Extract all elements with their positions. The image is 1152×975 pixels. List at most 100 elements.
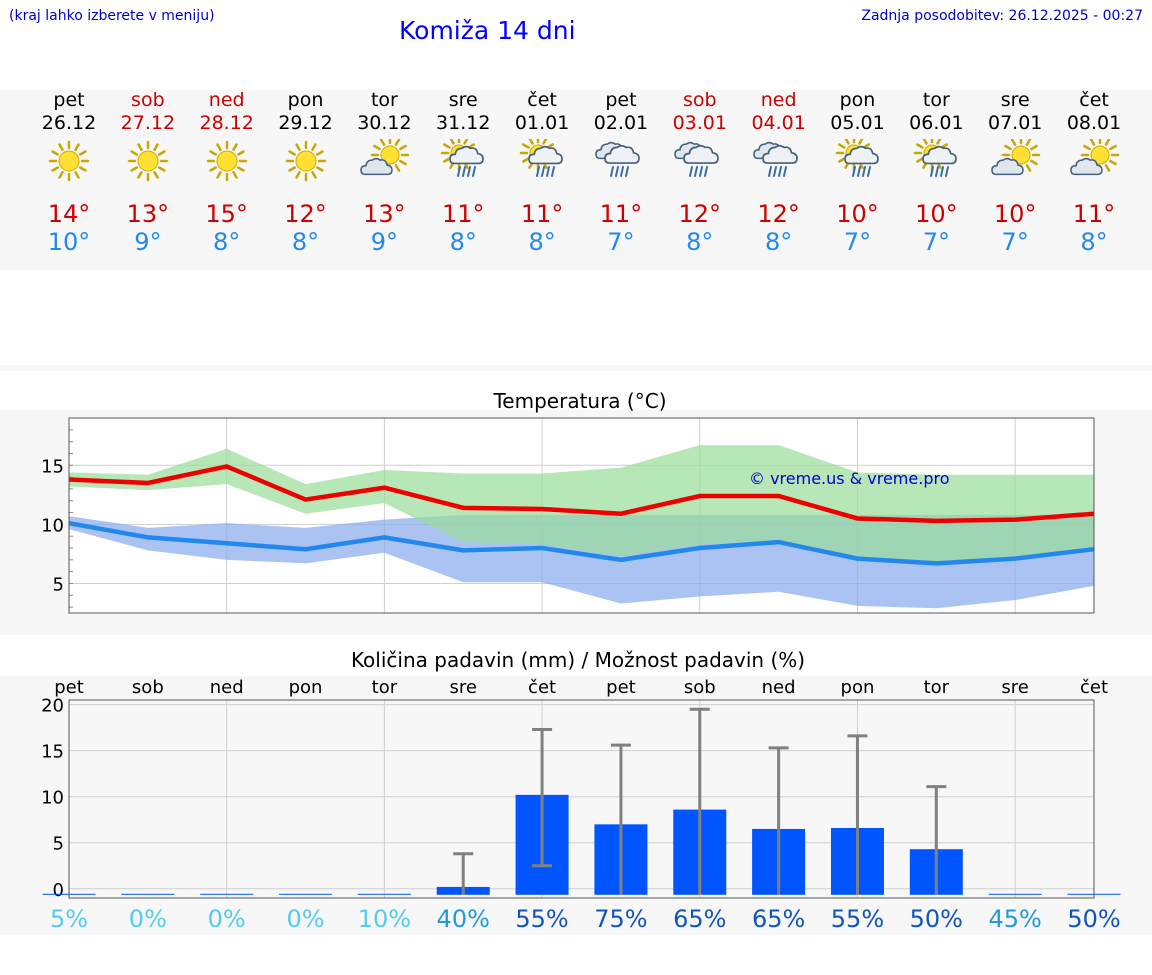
max-temperature: 12° [757, 200, 800, 228]
min-temperature: 9° [370, 228, 399, 256]
precipitation-probability: 50% [910, 905, 963, 933]
max-temperature: 11° [520, 200, 564, 228]
precipitation-probability: 5% [50, 905, 88, 933]
min-temperature: 8° [528, 228, 556, 256]
x-category-label: sre [449, 677, 476, 698]
day-date: 05.01 [830, 112, 885, 134]
min-temperature: 8° [765, 228, 793, 256]
x-category-label: pon [841, 677, 875, 698]
x-category-label: sob [684, 677, 716, 698]
max-temperature: 13° [363, 200, 406, 228]
min-temperature: 10° [47, 228, 91, 256]
day-date: 07.01 [987, 112, 1043, 134]
chart-title: Količina padavin (mm) / Možnost padavin … [351, 648, 805, 672]
precipitation-probability: 0% [286, 905, 324, 933]
min-temperature: 8° [449, 228, 477, 256]
day-date: 02.01 [593, 112, 649, 134]
partly-cloudy-icon [360, 139, 410, 176]
min-temperature: 8° [686, 228, 714, 256]
forecast-day: sob 27.12 13° 9° [109, 89, 187, 256]
cloud-rain-icon [752, 141, 798, 177]
forecast-day: pet 02.01 11° 7° [582, 89, 660, 256]
chart-title: Temperatura (°C) [492, 389, 666, 413]
y-tick-label: 10 [41, 515, 64, 536]
watermark: © vreme.us & vreme.pro [749, 469, 950, 488]
cloud-rain-icon [595, 141, 640, 177]
day-date: 28.12 [199, 112, 254, 134]
max-temperature: 11° [441, 200, 485, 228]
max-temperature: 13° [126, 200, 170, 228]
max-temperature: 11° [1072, 200, 1116, 228]
max-temperature: 11° [599, 200, 643, 228]
day-name: sob [131, 89, 165, 111]
x-category-label: sre [1001, 677, 1028, 698]
x-category-label: tor [372, 677, 398, 698]
day-date: 31.12 [436, 112, 491, 134]
forecast-day: ned 04.01 12° 8° [740, 89, 818, 256]
min-temperature: 9° [134, 228, 162, 256]
precipitation-bar [121, 893, 175, 895]
y-tick-label: 15 [41, 456, 64, 477]
day-date: 08.01 [1066, 112, 1122, 134]
precipitation-probability: 65% [752, 905, 805, 933]
sun-cloud-rain-icon [519, 139, 563, 177]
precipitation-probability: 10% [358, 905, 411, 933]
day-name: sre [1000, 89, 1030, 111]
min-temperature-line [68, 520, 1095, 566]
min-temperature: 8° [1080, 228, 1108, 256]
precipitation-probability: 50% [1067, 905, 1120, 933]
day-date: 06.01 [909, 112, 964, 134]
x-category-label: pet [54, 677, 84, 698]
precipitation-probability: 0% [129, 905, 167, 933]
precipitation-probability: 65% [673, 905, 726, 933]
temperature-chart: Temperatura (°C) 5 10 15 © vreme.us & vreme.… [41, 389, 1095, 614]
page-title: Komiža 14 dni [399, 16, 576, 45]
partly-cloudy-icon [991, 139, 1041, 176]
forecast-day: čet 08.01 11° 8° [1055, 89, 1133, 256]
max-temperature-line [68, 464, 1095, 524]
forecast-day: pon 29.12 12° 8° [267, 89, 345, 256]
forecast-day: sre 31.12 11° 8° [424, 89, 502, 256]
forecast-strip [0, 90, 1152, 270]
min-temperature: 7° [922, 228, 950, 256]
day-name: pon [839, 89, 876, 111]
day-name: čet [527, 89, 557, 111]
precipitation-probability: 55% [515, 905, 568, 933]
day-name: ned [208, 89, 245, 111]
y-tick-label: 5 [53, 574, 64, 595]
sunny-icon [48, 140, 90, 182]
sun-cloud-rain-icon [441, 139, 485, 177]
day-date: 30.12 [357, 112, 412, 134]
sun-cloud-rain-icon [914, 139, 958, 177]
forecast-day: pet 26.12 14° 10° [30, 89, 108, 256]
max-range-band [69, 445, 1094, 565]
min-temperature: 7° [1001, 228, 1029, 256]
sunny-icon [127, 140, 169, 182]
x-category-label: pet [606, 677, 636, 698]
precipitation-chart: Količina padavin (mm) / Možnost padavin … [41, 648, 1121, 933]
y-tick-label: 20 [41, 696, 64, 717]
day-name: tor [922, 89, 950, 111]
sunny-icon [206, 140, 247, 182]
max-temperature: 10° [836, 200, 879, 228]
day-name: ned [760, 89, 797, 111]
min-temperature: 8° [213, 228, 241, 256]
y-tick-label: 15 [41, 742, 64, 763]
precipitation-probability: 75% [594, 905, 647, 933]
precipitation-probability: 45% [988, 905, 1041, 933]
forecast-day: sob 03.01 12° 8° [661, 89, 739, 256]
sunny-icon [285, 140, 326, 182]
precipitation-bar [279, 893, 333, 895]
partly-cloudy-icon [1070, 139, 1120, 176]
y-tick-label: 5 [53, 834, 64, 855]
plot-border [68, 699, 1095, 899]
y-tick-label: 0 [53, 880, 64, 901]
forecast-day: pon 05.01 10° 7° [819, 89, 897, 256]
forecast-day: tor 06.01 10° 7° [897, 89, 975, 256]
precipitation-bar [988, 893, 1042, 895]
day-date: 27.12 [120, 112, 176, 134]
day-name: čet [1079, 89, 1109, 111]
day-name: sre [448, 89, 478, 111]
precipitation-bar [357, 893, 411, 895]
menu-hint: (kraj lahko izberete v meniju) [9, 8, 215, 24]
